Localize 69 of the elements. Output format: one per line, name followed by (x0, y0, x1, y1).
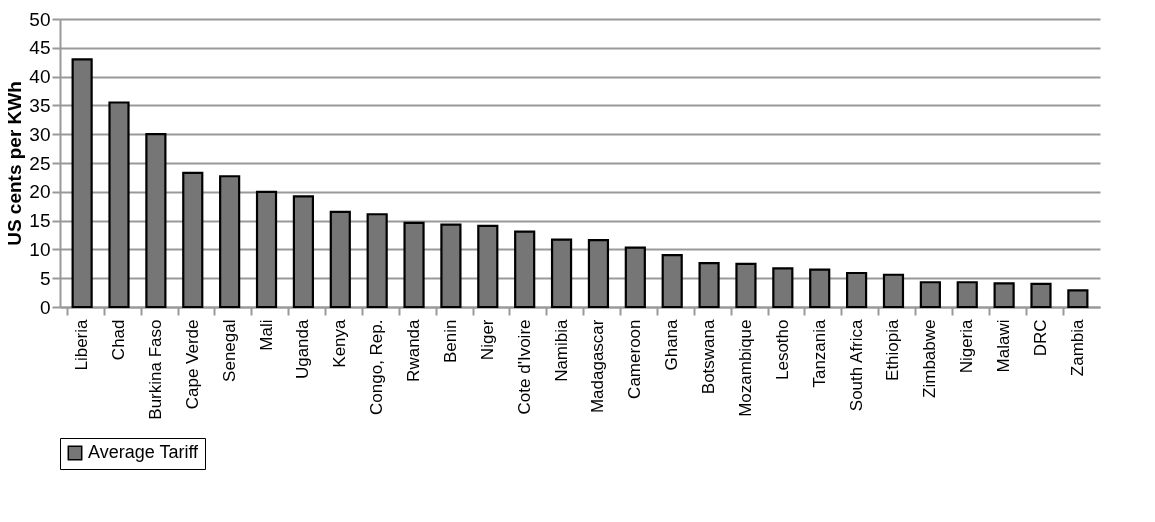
x-tick-label: Ethiopia (883, 318, 903, 381)
y-tick-label: 25 (29, 152, 51, 174)
bar (292, 195, 314, 309)
bar (698, 262, 720, 309)
x-tick-label: Kenya (330, 318, 350, 368)
bar (624, 246, 646, 309)
bar (329, 210, 351, 309)
x-tick-label: Senegal (219, 319, 239, 382)
bar (550, 238, 573, 309)
bar (108, 101, 130, 309)
x-tick-label: Cape Verde (182, 319, 202, 410)
y-tick-label: 40 (29, 66, 51, 88)
bar (882, 273, 905, 309)
bar (145, 133, 167, 309)
bar (366, 213, 388, 309)
x-tick-label: South Africa (846, 318, 866, 412)
bar (1030, 282, 1052, 309)
bar (956, 281, 978, 309)
bar (440, 223, 462, 309)
bar (735, 262, 757, 309)
bar (993, 282, 1015, 309)
x-tick-label: Nigeria (957, 318, 977, 374)
x-tick-label: Zimbabwe (920, 319, 940, 398)
x-tick-label: Botswana (699, 318, 719, 395)
bar (661, 254, 683, 309)
x-tick-label: Namibia (551, 318, 571, 382)
bar (71, 58, 93, 309)
bar (182, 171, 204, 309)
x-tick-label: Rwanda (404, 318, 424, 382)
x-tick-label: Mozambique (735, 319, 755, 417)
bar (1067, 289, 1089, 309)
x-tick-label: Lesotho (772, 319, 792, 380)
x-tick-label: Burkina Faso (145, 319, 165, 420)
y-tick-label: 5 (39, 267, 51, 289)
x-tick-label: Cameroon (625, 319, 645, 399)
y-tick-label: 20 (29, 181, 51, 203)
x-tick-label: Niger (477, 319, 497, 361)
y-tick-label: 15 (29, 210, 51, 232)
bar (514, 230, 536, 309)
bar (809, 268, 831, 309)
bar (919, 281, 941, 309)
x-tick-label: Liberia (72, 318, 92, 371)
bar (255, 190, 278, 309)
x-tick-label: Benin (440, 319, 460, 363)
bar (477, 224, 499, 309)
x-tick-label: Congo, Rep. (367, 319, 387, 415)
y-tick-label: 30 (29, 123, 51, 145)
x-tick-label: DRC (1030, 319, 1050, 357)
x-tick-label: Malawi (994, 319, 1014, 373)
x-tick-label: Mali (256, 319, 276, 351)
bar (772, 267, 794, 309)
y-tick-label: 50 (29, 8, 51, 30)
x-tick-label: Cote d'Ivoire (514, 319, 534, 415)
bar (219, 175, 241, 309)
x-tick-label: Madagascar (588, 319, 608, 414)
y-tick-label: 10 (29, 238, 51, 260)
x-tick-label: Ghana (662, 318, 682, 371)
legend-label: Average Tariff (88, 442, 200, 462)
y-tick-label: 35 (29, 94, 51, 116)
x-tick-label: Uganda (293, 318, 313, 380)
bar (403, 221, 425, 309)
x-tick-label: Chad (109, 319, 129, 361)
y-axis-title: US cents per KWh (4, 81, 26, 246)
x-tick-label: Zambia (1067, 318, 1087, 377)
x-tick-label: Tanzania (809, 318, 829, 388)
y-tick-label: 45 (29, 37, 51, 59)
bar (846, 271, 868, 309)
bar (587, 239, 610, 309)
y-tick-label: 0 (39, 296, 51, 318)
